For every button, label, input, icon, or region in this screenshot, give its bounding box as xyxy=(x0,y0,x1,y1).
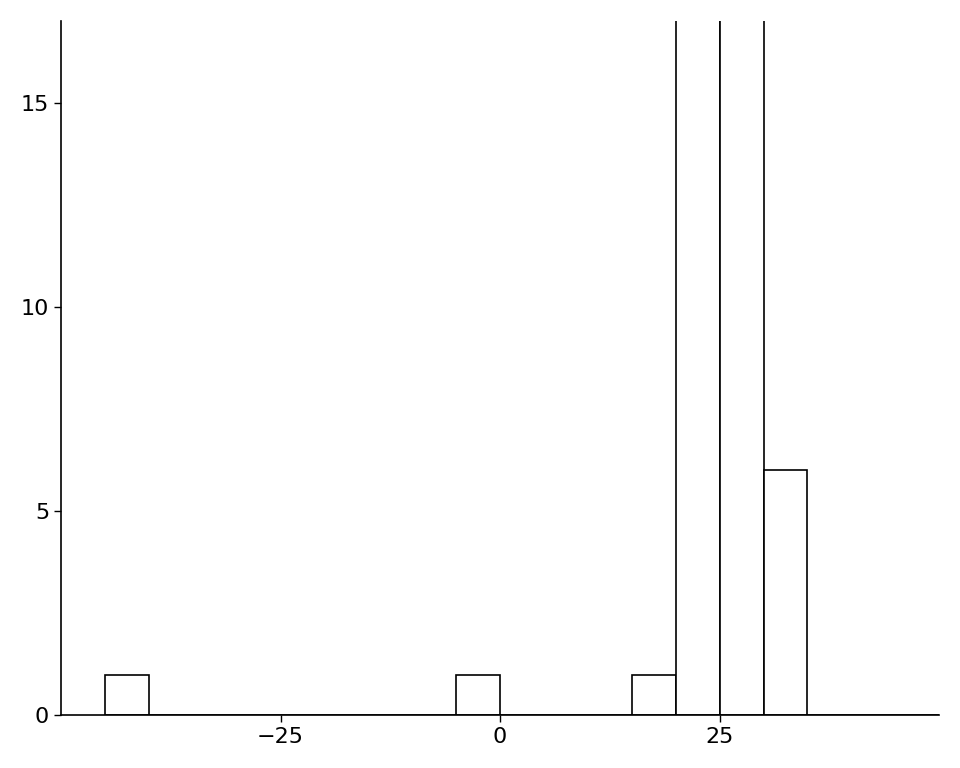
Bar xyxy=(676,0,720,715)
Bar xyxy=(456,674,500,715)
Bar xyxy=(763,470,807,715)
Bar xyxy=(720,0,763,715)
Bar xyxy=(632,674,676,715)
Bar xyxy=(105,674,149,715)
